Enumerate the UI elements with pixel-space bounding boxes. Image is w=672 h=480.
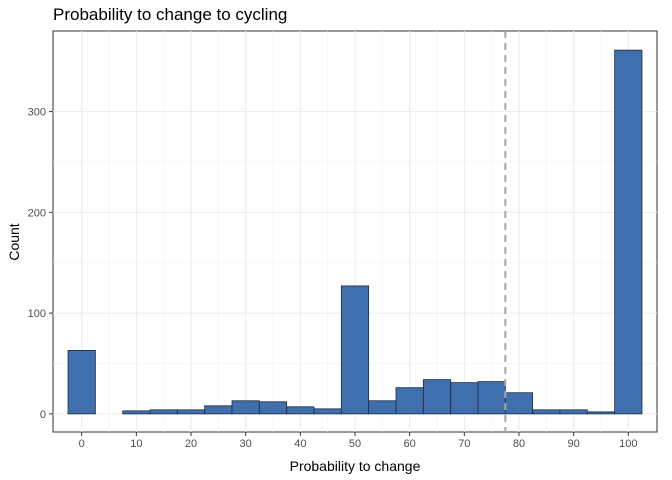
x-tick-label: 10 <box>130 438 142 450</box>
x-tick-label: 80 <box>513 438 525 450</box>
histogram-bars <box>67 49 643 415</box>
histogram-bar <box>176 409 206 415</box>
histogram-bar <box>504 392 534 415</box>
x-tick-label: 50 <box>349 438 361 450</box>
y-axis-title: Count <box>6 223 22 260</box>
histogram-bar <box>559 409 588 415</box>
histogram-bar <box>286 406 315 415</box>
axes: 0 10 20 30 40 50 60 70 80 90 100 0 100 200 300 <box>28 107 638 450</box>
x-tick-label: 30 <box>240 438 252 450</box>
histogram-bar <box>422 379 452 415</box>
x-tick-label: 20 <box>185 438 197 450</box>
x-tick-label: 60 <box>404 438 416 450</box>
histogram-bar <box>67 349 96 415</box>
histogram-bar <box>532 409 561 415</box>
histogram-bar <box>122 410 151 415</box>
histogram-bar <box>450 382 479 415</box>
x-tick-label: 100 <box>619 438 637 450</box>
y-tick-label: 100 <box>28 308 46 320</box>
histogram-bar <box>258 401 288 415</box>
histogram-bar <box>368 400 397 415</box>
x-axis-title: Probability to change <box>290 458 421 474</box>
y-tick-label: 0 <box>40 409 46 421</box>
histogram-bar <box>231 400 260 415</box>
histogram-bar <box>395 387 424 415</box>
histogram-bar <box>340 285 370 415</box>
x-tick-label: 0 <box>79 438 85 450</box>
x-tick-label: 40 <box>294 438 306 450</box>
chart-title: Probability to change to cycling <box>53 5 288 24</box>
histogram-bar <box>149 409 178 415</box>
histogram-bar <box>477 381 506 415</box>
y-tick-label: 200 <box>28 207 46 219</box>
histogram-bar <box>204 405 233 415</box>
histogram-bar <box>313 408 342 415</box>
y-tick-label: 300 <box>28 107 46 119</box>
x-tick-label: 70 <box>458 438 470 450</box>
histogram-bar <box>614 49 643 415</box>
x-tick-label: 90 <box>568 438 580 450</box>
histogram-bar <box>586 411 616 415</box>
